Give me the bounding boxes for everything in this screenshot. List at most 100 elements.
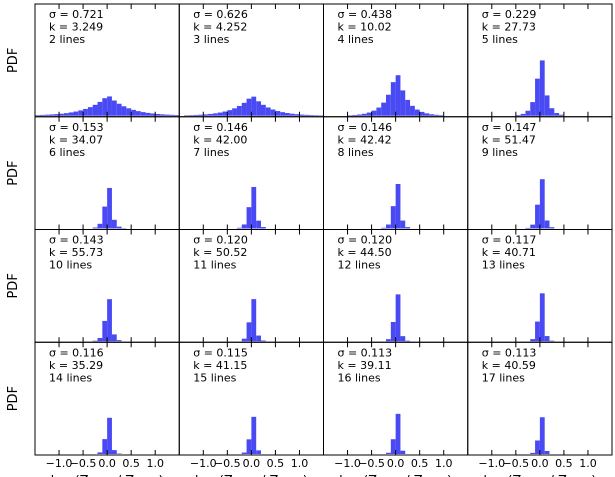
histogram-bar: [352, 114, 358, 116]
histogram-bar: [116, 103, 122, 116]
lines-label: 12 lines: [338, 259, 381, 272]
histogram-bar: [164, 114, 170, 116]
x-axis-label: log (ZTRUE / ZPRED): [195, 474, 308, 477]
histogram-bar: [304, 114, 310, 116]
histogram-bar: [395, 294, 401, 342]
histogram-bar: [54, 114, 60, 116]
histogram-bar: [83, 108, 88, 116]
histogram-bar: [400, 220, 406, 229]
histogram-bar: [102, 439, 108, 454]
histogram-bar: [92, 104, 98, 116]
histogram-bar: [520, 113, 526, 116]
sigma-label: σ = 0.721: [49, 8, 104, 21]
histogram-bar: [107, 187, 112, 229]
histogram-bar: [525, 110, 531, 116]
sigma-label: σ = 0.116: [49, 346, 104, 359]
lines-label: 16 lines: [338, 371, 381, 384]
histogram-bar: [535, 321, 540, 342]
histogram-bar: [410, 105, 415, 116]
histogram-bar: [188, 115, 194, 116]
histogram-bar: [246, 98, 252, 116]
histogram-bar: [544, 95, 550, 116]
histogram-bar: [227, 110, 233, 116]
histogram-bar: [386, 94, 391, 116]
x-tick-labels: −1.0−0.5 0.0 0.5 1.0 −1.0−0.5 0.0 0.5 1.0 −1.0−0…: [46, 457, 597, 470]
histogram-bar: [429, 114, 435, 116]
x-tick-label: 1.0: [291, 457, 309, 470]
sigma-label: σ = 0.229: [482, 8, 537, 21]
histogram-bar: [160, 114, 165, 116]
x-tick-label: 0.0: [98, 457, 116, 470]
histogram-bar: [145, 112, 151, 116]
histogram-bar: [390, 82, 396, 116]
histogram-bar: [97, 452, 103, 454]
histogram-bar: [241, 338, 247, 342]
histogram-bar: [390, 206, 396, 229]
histogram-bar: [289, 113, 295, 116]
sigma-label: σ = 0.120: [338, 234, 393, 247]
histogram-bar: [107, 96, 112, 116]
lines-label: 2 lines: [49, 33, 85, 46]
histogram-bar: [381, 227, 387, 229]
sigma-label: σ = 0.626: [193, 8, 248, 21]
histogram-bar: [73, 111, 79, 116]
histogram-bar: [111, 100, 117, 116]
x-tick-label: 1.0: [579, 457, 597, 470]
x-tick-label: −1.0: [334, 457, 361, 470]
histogram-bar: [414, 109, 420, 116]
lines-label: 15 lines: [193, 371, 236, 384]
histogram-bar: [260, 227, 266, 229]
histogram-bar: [97, 337, 103, 342]
histogram-bar: [434, 114, 439, 116]
histogram-bar: [232, 108, 237, 116]
histogram-bar: [241, 102, 247, 116]
histogram-bar: [400, 90, 406, 116]
histogram-bar: [559, 114, 564, 116]
histogram-bar: [256, 101, 261, 116]
histogram-bar: [107, 299, 112, 342]
histogram-bar: [438, 115, 444, 116]
histogram-bar: [92, 340, 98, 342]
histogram-bar: [246, 322, 252, 342]
x-tick-label: 1.0: [435, 457, 453, 470]
x-tick-label: 0.5: [122, 457, 140, 470]
histogram-bar: [63, 113, 69, 116]
histogram-bar: [405, 227, 411, 229]
histogram-bar: [390, 439, 396, 454]
histogram-bar: [236, 227, 242, 229]
histogram-bar: [539, 417, 545, 454]
histogram-bar: [102, 320, 108, 342]
histogram-bar: [535, 440, 540, 454]
histogram-bar: [539, 179, 545, 229]
histogram-bar: [246, 439, 252, 454]
histogram-bar: [294, 114, 300, 116]
kurtosis-label: k = 40.59: [482, 359, 536, 372]
histogram-bar: [386, 452, 391, 454]
histogram-bar: [260, 340, 266, 342]
histogram-bar: [539, 293, 545, 342]
kurtosis-label: k = 39.11: [338, 359, 392, 372]
x-tick-label: −1.0: [190, 457, 217, 470]
sigma-label: σ = 0.117: [482, 234, 537, 247]
histogram-bar: [251, 299, 257, 342]
histogram-bar: [376, 107, 382, 116]
histogram-bar: [44, 114, 50, 116]
kurtosis-label: k = 4.252: [193, 21, 247, 34]
histogram-bar: [400, 336, 406, 342]
histogram-bar: [241, 452, 247, 454]
histogram-bar: [236, 105, 242, 116]
x-tick-label: 1.0: [146, 457, 164, 470]
histogram-bar: [419, 111, 425, 116]
histogram-bar: [309, 115, 314, 116]
kurtosis-label: k = 40.71: [482, 246, 536, 259]
histogram-bar: [35, 115, 40, 116]
histogram-bar: [222, 111, 228, 116]
histogram-bar: [140, 112, 146, 116]
histogram-bar: [424, 113, 430, 116]
